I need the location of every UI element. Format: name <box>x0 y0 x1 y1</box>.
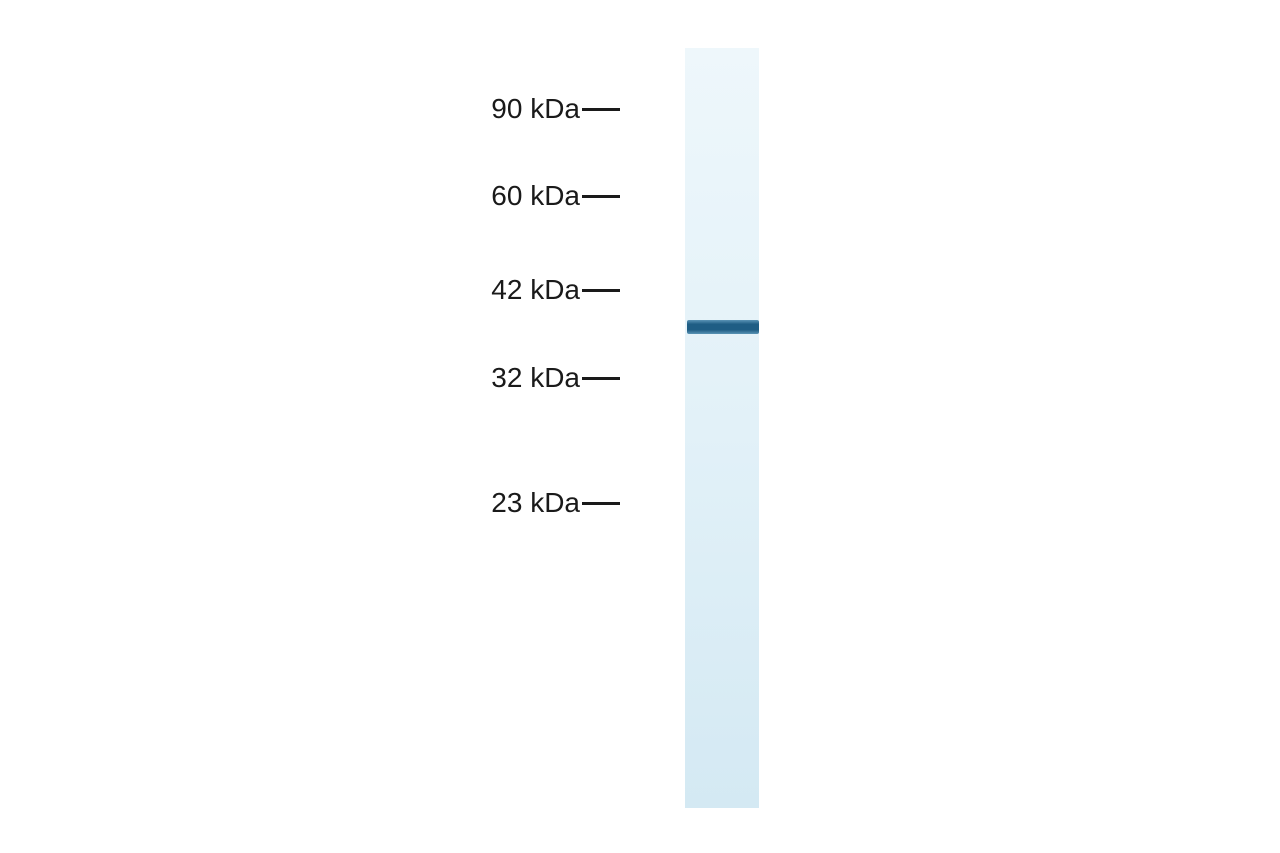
marker-label-text: 32 kDa <box>491 362 580 394</box>
marker-tick <box>582 502 620 505</box>
marker-tick <box>582 377 620 380</box>
marker-tick <box>582 289 620 292</box>
marker-1: 60 kDa <box>491 180 620 212</box>
marker-tick <box>582 108 620 111</box>
marker-tick <box>582 195 620 198</box>
marker-2: 42 kDa <box>491 274 620 306</box>
marker-3: 32 kDa <box>491 362 620 394</box>
marker-label-text: 42 kDa <box>491 274 580 306</box>
protein-band <box>687 320 759 334</box>
marker-label-text: 60 kDa <box>491 180 580 212</box>
blot-lane <box>685 48 759 808</box>
marker-label-text: 23 kDa <box>491 487 580 519</box>
marker-label-text: 90 kDa <box>491 93 580 125</box>
western-blot-figure: 90 kDa 60 kDa 42 kDa 32 kDa 23 kDa <box>0 0 1280 853</box>
marker-0: 90 kDa <box>491 93 620 125</box>
marker-4: 23 kDa <box>491 487 620 519</box>
